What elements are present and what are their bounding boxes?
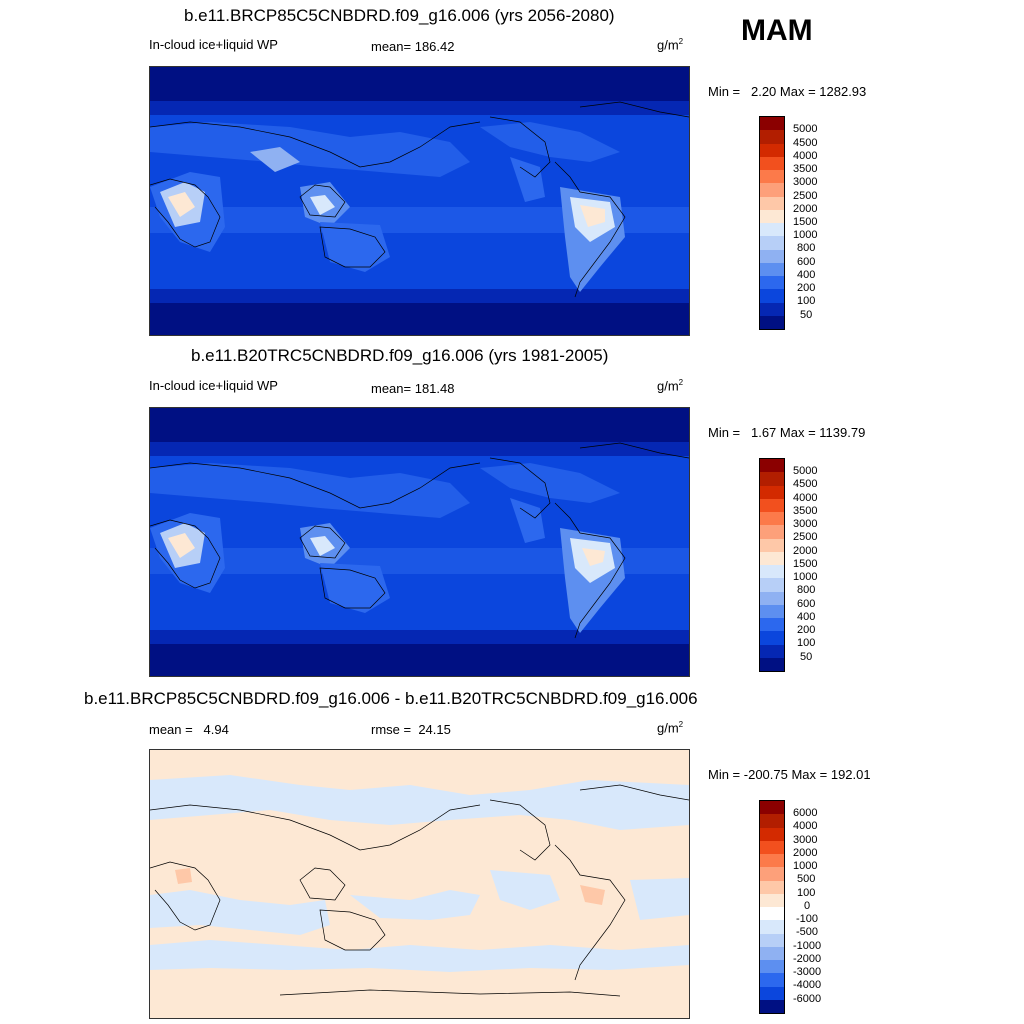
panel2-cb-label: 3500 xyxy=(793,505,818,517)
panel3-rmse: rmse = 24.15 xyxy=(371,722,451,737)
panel1-cb-label: 3500 xyxy=(793,163,818,175)
panel3-cb-label: 3000 xyxy=(793,834,818,846)
panel3-cb-label: 6000 xyxy=(793,807,818,819)
panel2-cb-label: 400 xyxy=(797,611,816,623)
panel3-cb-label: -2000 xyxy=(793,953,822,965)
panel1-cb-label: 4500 xyxy=(793,137,818,149)
panel1-cb-label: 2000 xyxy=(793,203,818,215)
panel2-map-svg xyxy=(150,408,689,676)
panel2-cb-label: 800 xyxy=(797,584,816,596)
panel3-cb-label: 500 xyxy=(797,873,816,885)
panel2-colorbar xyxy=(759,458,785,672)
panel3-cb-label: -1000 xyxy=(793,940,822,952)
panel3-title: b.e11.BRCP85C5CNBDRD.f09_g16.006 - b.e11… xyxy=(84,689,698,708)
panel3-cb-label: -100 xyxy=(796,913,819,925)
panel2-cb-label: 5000 xyxy=(793,465,818,477)
panel3-cb-label: -500 xyxy=(796,926,819,938)
panel1-cb-label: 5000 xyxy=(793,123,818,135)
panel2-map xyxy=(149,407,690,677)
panel3-map-svg xyxy=(150,750,689,1018)
panel2-cb-label: 600 xyxy=(797,598,816,610)
panel1-cb-label: 1500 xyxy=(793,216,818,228)
panel3-minmax: Min = -200.75 Max = 192.01 xyxy=(708,767,871,782)
panel2-cb-label: 2000 xyxy=(793,545,818,557)
panel2-units: g/m2 xyxy=(657,378,684,394)
panel2-title: b.e11.B20TRC5CNBDRD.f09_g16.006 (yrs 198… xyxy=(191,346,609,365)
panel3-cb-label: 1000 xyxy=(793,860,818,872)
panel1-mean: mean= 186.42 xyxy=(371,39,455,54)
panel3-cb-label: -3000 xyxy=(793,966,822,978)
panel2-cb-label: 4000 xyxy=(793,492,818,504)
panel1-cb-label: 600 xyxy=(797,256,816,268)
panel2-cb-label: 4500 xyxy=(793,478,818,490)
panel3-cb-label: -4000 xyxy=(793,979,822,991)
panel2-cb-label: 100 xyxy=(797,637,816,649)
panel3-colorbar xyxy=(759,800,785,1014)
panel1-units: g/m2 xyxy=(657,37,684,53)
panel1-cb-label: 3000 xyxy=(793,176,818,188)
panel1-cb-label: 800 xyxy=(797,242,816,254)
panel2-cb-label: 2500 xyxy=(793,531,818,543)
panel1-colorbar xyxy=(759,116,785,330)
panel3-cb-label: -6000 xyxy=(793,993,822,1005)
panel1-variable: In-cloud ice+liquid WP xyxy=(149,37,278,52)
panel1-cb-label: 4000 xyxy=(793,150,818,162)
panel1-map xyxy=(149,66,690,336)
panel1-cb-label: 400 xyxy=(797,269,816,281)
panel2-cb-label: 1000 xyxy=(793,571,818,583)
panel1-cb-label: 2500 xyxy=(793,190,818,202)
panel1-cb-label: 100 xyxy=(797,295,816,307)
panel3-mean: mean = 4.94 xyxy=(149,722,229,737)
season-label: MAM xyxy=(741,14,813,47)
panel3-cb-label: 4000 xyxy=(793,820,818,832)
panel3-cb-label: 2000 xyxy=(793,847,818,859)
panel3-cb-label: 0 xyxy=(804,900,811,912)
panel2-cb-label: 50 xyxy=(800,651,813,663)
panel2-cb-label: 200 xyxy=(797,624,816,636)
panel1-minmax: Min = 2.20 Max = 1282.93 xyxy=(708,84,867,99)
panel1-cb-label: 200 xyxy=(797,282,816,294)
panel2-mean: mean= 181.48 xyxy=(371,381,455,396)
panel1-cb-label: 50 xyxy=(800,309,813,321)
panel1-cb-label: 1000 xyxy=(793,229,818,241)
panel3-cb-label: 100 xyxy=(797,887,816,899)
panel2-variable: In-cloud ice+liquid WP xyxy=(149,378,278,393)
panel2-minmax: Min = 1.67 Max = 1139.79 xyxy=(708,425,866,440)
panel2-cb-label: 3000 xyxy=(793,518,818,530)
panel2-cb-label: 1500 xyxy=(793,558,818,570)
panel1-title: b.e11.BRCP85C5CNBDRD.f09_g16.006 (yrs 20… xyxy=(184,6,615,25)
panel3-map xyxy=(149,749,690,1019)
panel3-units: g/m2 xyxy=(657,720,684,736)
panel1-map-svg xyxy=(150,67,689,335)
